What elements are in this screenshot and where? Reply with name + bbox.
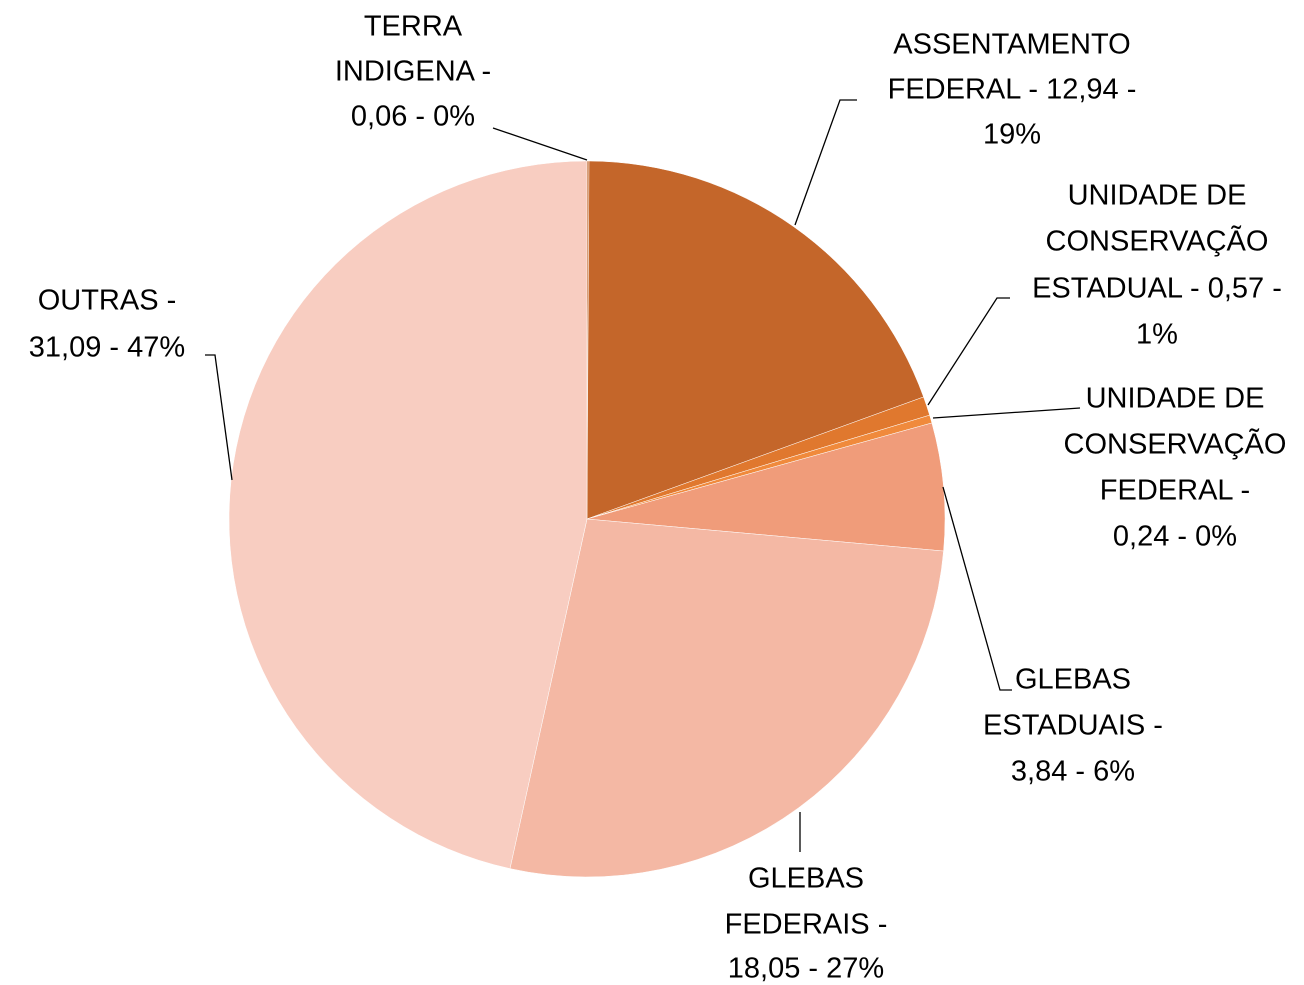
leader-line <box>932 407 1081 419</box>
data-label: UNIDADE DE <box>1086 383 1265 415</box>
leader-line <box>942 486 1012 691</box>
data-label: 1% <box>1136 319 1178 351</box>
data-label: 31,09 - 47% <box>29 332 185 364</box>
leader-line <box>205 354 233 481</box>
data-label: OUTRAS - <box>38 285 177 317</box>
data-label: FEDERAIS - <box>725 909 888 941</box>
data-label: GLEBAS <box>748 863 864 895</box>
data-label: CONSERVAÇÃO <box>1046 224 1269 258</box>
data-label: CONSERVAÇÃO <box>1064 427 1287 461</box>
data-label: 18,05 - 27% <box>728 953 884 985</box>
leader-line <box>927 297 1010 406</box>
pie <box>228 160 946 878</box>
labels: TERRA INDIGENA - 0,06 - 0% ASSENTAMENTO FEDE… <box>29 11 1287 985</box>
data-label: 0,06 - 0% <box>351 101 475 133</box>
leader-line <box>794 99 857 226</box>
data-label: 19% <box>983 119 1041 151</box>
pie-slice <box>509 518 944 878</box>
data-label: GLEBAS <box>1015 664 1131 696</box>
data-label: ESTADUAL - 0,57 - <box>1032 273 1282 305</box>
leader-line <box>492 127 588 161</box>
data-label: TERRA <box>364 11 463 43</box>
data-label: 3,84 - 6% <box>1011 756 1135 788</box>
data-label: 0,24 - 0% <box>1113 521 1237 553</box>
data-label: FEDERAL - <box>1100 475 1250 507</box>
data-label: UNIDADE DE <box>1068 180 1247 212</box>
data-label: ESTADUAIS - <box>983 710 1163 742</box>
data-label: INDIGENA - <box>335 56 491 88</box>
pie-slice <box>586 422 946 552</box>
pie-slice <box>228 160 588 869</box>
data-label: FEDERAL - 12,94 - <box>888 74 1137 106</box>
data-label: ASSENTAMENTO <box>893 29 1130 61</box>
pie-slice <box>586 160 924 520</box>
